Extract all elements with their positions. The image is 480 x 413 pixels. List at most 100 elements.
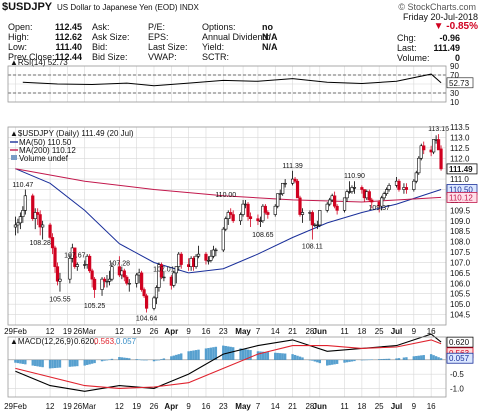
candle-body — [83, 264, 87, 266]
macd-histogram-bar — [432, 355, 435, 360]
x-axis-label: 14 — [271, 327, 280, 336]
macd-histogram-bar — [19, 359, 22, 364]
macd-histogram-bar — [85, 359, 89, 365]
x-axis-label-bottom: 9 — [412, 402, 417, 411]
candle-body — [248, 216, 253, 220]
macd-histogram-bar — [152, 359, 156, 362]
candle-body — [21, 210, 25, 217]
x-axis-label: 21 — [288, 327, 297, 336]
last-label: Last: — [397, 43, 417, 53]
price-annotation: 109.37 — [368, 205, 390, 212]
macd-histogram-bar — [108, 359, 111, 360]
candle-body — [73, 247, 77, 267]
x-axis-label: Jul — [391, 327, 403, 336]
macd-histogram-bar — [100, 359, 104, 362]
x-axis-label-bottom: 28 — [305, 402, 314, 411]
x-axis-label: 9 — [412, 327, 417, 336]
x-axis-label-bottom: 18 — [357, 402, 366, 411]
candle-body — [152, 297, 156, 309]
price-annotation: 110.00 — [215, 192, 236, 199]
candle-body — [241, 203, 245, 215]
candle-body — [226, 212, 230, 220]
candle-body — [53, 247, 57, 267]
macd-histogram-bar — [439, 358, 443, 360]
macd-histogram-bar — [140, 359, 143, 361]
macd-histogram-bar — [249, 350, 252, 360]
candle-body — [256, 218, 260, 222]
ma50-legend: MA(50) 110.50 — [19, 138, 72, 147]
candle-body — [58, 278, 62, 282]
macd-histogram-bar — [311, 359, 314, 361]
macd-histogram-bar — [368, 359, 371, 361]
macd-histogram-bar — [405, 357, 408, 360]
price-annotation: 113.16 — [428, 126, 449, 133]
price-annotation: 108.65 — [252, 232, 274, 239]
candle-body — [318, 210, 322, 226]
macd-histogram-bar — [328, 359, 331, 366]
open-value: 112.45 — [54, 22, 82, 32]
macd-histogram-bar — [241, 348, 245, 360]
macd-histogram-bar — [88, 359, 91, 365]
x-axis-label-bottom: 12 — [46, 402, 55, 411]
options-label: Options: — [202, 22, 236, 32]
price-tick-label: 109.5 — [450, 206, 471, 215]
macd-histogram-bar — [41, 359, 44, 368]
macd-histogram-bar — [177, 354, 180, 360]
candle-body — [229, 212, 233, 215]
candle-body — [261, 205, 265, 222]
volume-label: Volume: — [397, 53, 430, 63]
macd-histogram-bar — [194, 350, 198, 360]
x-axis-label: 12 — [115, 327, 124, 336]
price-tick-label: 105.0 — [450, 300, 471, 309]
candle-body — [310, 212, 314, 226]
candle-body — [315, 224, 319, 227]
candle-body — [209, 255, 213, 261]
macd-histogram-bar — [353, 359, 356, 362]
macd-histogram-bar — [296, 355, 299, 360]
macd-histogram-bar — [175, 354, 178, 360]
candle-body — [172, 272, 176, 286]
macd-line — [15, 333, 442, 392]
macd-histogram-bar — [83, 359, 86, 366]
candle-body — [142, 289, 146, 297]
macd-histogram-bar — [264, 351, 267, 360]
macd-histogram-bar — [157, 359, 161, 361]
candle-body — [204, 253, 208, 261]
bid-size-label: Bid Size: — [92, 52, 128, 62]
candle-body — [211, 249, 215, 257]
rsi-tick-label: 30 — [450, 89, 459, 98]
macd-histogram-bar — [209, 347, 213, 360]
candle-body — [276, 193, 280, 207]
candle-body — [412, 180, 416, 190]
rsi-legend: ▲RSI(14) 52.73 — [10, 58, 68, 67]
price-last-tag-box — [446, 192, 478, 203]
x-axis-label-bottom: 23 — [219, 402, 228, 411]
x-axis-label-bottom: 21 — [288, 402, 297, 411]
macd-last-tag: 0.057 — [449, 354, 470, 363]
candle-body — [55, 266, 60, 282]
volume-legend: Volume undef — [19, 154, 69, 163]
macd-histogram-bar — [14, 359, 17, 363]
rsi-last-tag-box — [446, 77, 474, 89]
x-axis-label: 16 — [427, 327, 436, 336]
macd-tick-label: -0.5 — [450, 370, 464, 379]
macd-histogram-bar — [343, 359, 346, 363]
yield-value: N/A — [262, 42, 278, 52]
x-axis-label: 18 — [357, 327, 366, 336]
x-axis-label-bottom: 7 — [256, 402, 261, 411]
candle-body — [194, 255, 198, 267]
candle-body — [360, 187, 364, 190]
macd-legend: ▲MACD(12,26,9) — [10, 337, 74, 346]
chg-label: Chg: — [397, 33, 417, 43]
macd-histogram-bar — [76, 359, 79, 367]
x-axis-label: May — [235, 327, 251, 336]
candle-body — [414, 172, 418, 182]
candle-body — [387, 185, 391, 190]
symbol-title: $USDJPY — [2, 1, 53, 13]
x-axis-label: 25 — [375, 327, 384, 336]
macd-tick-label: -1.0 — [450, 384, 464, 393]
macd-histogram-bar — [118, 357, 121, 360]
signal-line — [15, 339, 442, 389]
price-annotation: 108.11 — [302, 243, 323, 250]
